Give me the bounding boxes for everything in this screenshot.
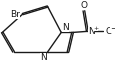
Text: O: O bbox=[104, 27, 111, 36]
Text: N: N bbox=[39, 53, 46, 62]
Text: Br: Br bbox=[10, 10, 19, 19]
Text: N: N bbox=[88, 27, 94, 36]
Text: O: O bbox=[80, 1, 87, 10]
Text: −: − bbox=[109, 24, 115, 33]
Text: N: N bbox=[62, 23, 68, 32]
Text: +: + bbox=[92, 26, 97, 31]
